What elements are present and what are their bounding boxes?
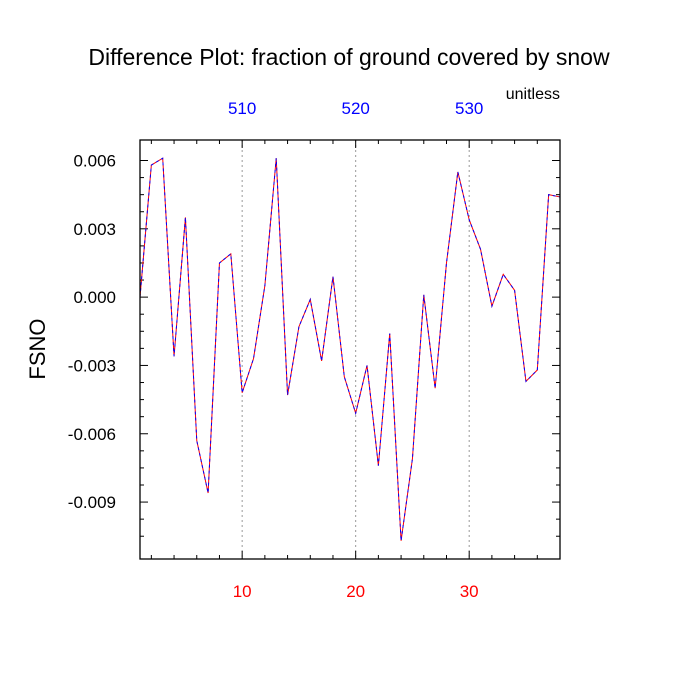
series-line-2: [139, 157, 561, 541]
y-tick-label: 0.000: [73, 288, 116, 307]
x-tick-label-bottom: 10: [233, 582, 252, 601]
units-label: unitless: [506, 86, 560, 103]
y-tick-label: -0.003: [68, 356, 116, 375]
axis-ticks: [140, 140, 561, 559]
x-tick-label-top: 520: [341, 99, 369, 118]
y-tick-label: -0.006: [68, 425, 116, 444]
y-tick-label: 0.003: [73, 220, 116, 239]
y-tick-label: 0.006: [73, 151, 116, 170]
chart-title: Difference Plot: fraction of ground cove…: [88, 44, 610, 70]
y-axis-label: FSNO: [25, 318, 50, 379]
series-line-1: [139, 157, 561, 541]
x-tick-label-top: 510: [228, 99, 256, 118]
x-tick-label-bottom: 30: [460, 582, 479, 601]
y-tick-label: -0.009: [68, 493, 116, 512]
plot-frame: [139, 139, 561, 560]
x-tick-label-bottom: 20: [346, 582, 365, 601]
x-tick-label-top: 530: [455, 99, 483, 118]
series-lines: [139, 157, 561, 541]
grid-lines: [241, 140, 470, 559]
tick-labels: 10 20 30 510 520 530 0.006 0.003 0.000 -0.003 -0.0…: [68, 99, 484, 601]
